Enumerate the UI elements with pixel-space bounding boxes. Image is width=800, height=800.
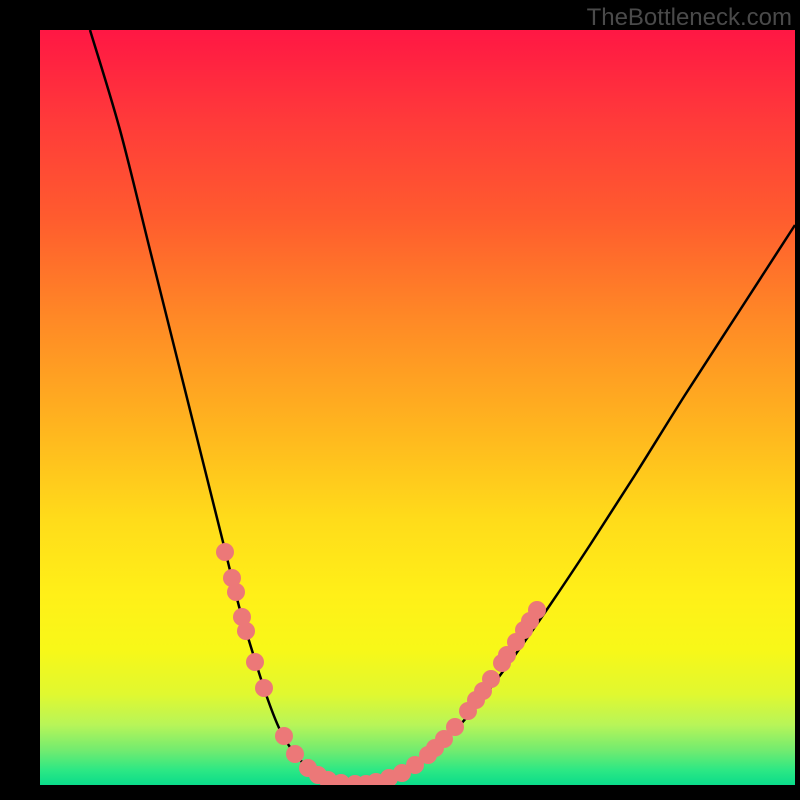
data-point	[528, 601, 546, 619]
data-point	[237, 622, 255, 640]
data-point	[286, 745, 304, 763]
watermark-text: TheBottleneck.com	[587, 4, 792, 32]
data-point	[255, 679, 273, 697]
data-point	[446, 718, 464, 736]
data-point	[216, 543, 234, 561]
data-point	[275, 727, 293, 745]
data-point	[246, 653, 264, 671]
data-point	[482, 670, 500, 688]
data-point	[227, 583, 245, 601]
data-points	[40, 30, 795, 785]
chart-container	[40, 30, 795, 785]
